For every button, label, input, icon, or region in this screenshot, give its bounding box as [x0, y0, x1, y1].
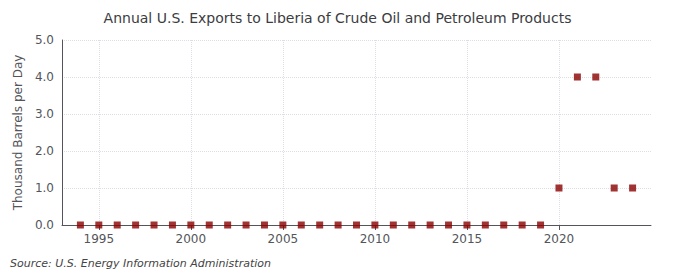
svg-text:2.0: 2.0	[35, 144, 54, 158]
svg-text:2010: 2010	[360, 232, 391, 246]
svg-text:4.0: 4.0	[35, 70, 54, 84]
svg-text:1.0: 1.0	[35, 181, 54, 195]
svg-text:2000: 2000	[176, 232, 207, 246]
svg-text:2020: 2020	[544, 232, 575, 246]
svg-text:2005: 2005	[268, 232, 299, 246]
svg-text:2015: 2015	[452, 232, 483, 246]
svg-text:0.0: 0.0	[35, 218, 54, 232]
svg-text:Thousand Barrels per Day: Thousand Barrels per Day	[11, 55, 25, 212]
svg-text:3.0: 3.0	[35, 107, 54, 121]
svg-text:Annual U.S. Exports to Liberia: Annual U.S. Exports to Liberia of Crude …	[104, 10, 572, 26]
svg-text:5.0: 5.0	[35, 33, 54, 47]
svg-text:1995: 1995	[84, 232, 115, 246]
svg-text:Source: U.S. Energy Informatio: Source: U.S. Energy Information Administ…	[10, 257, 271, 270]
